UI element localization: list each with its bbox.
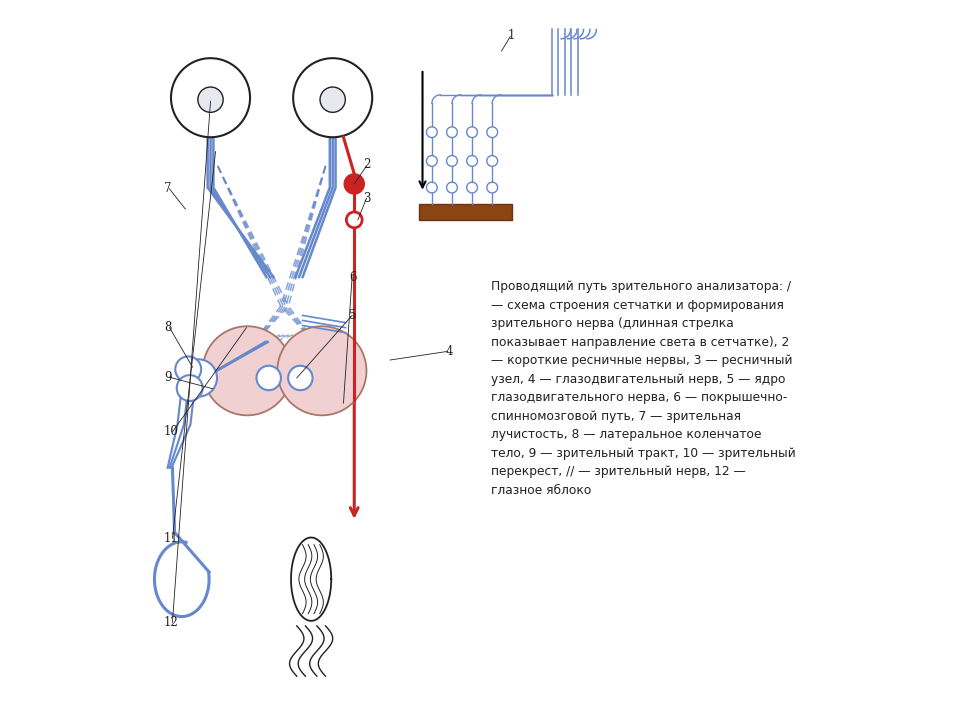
Text: 10: 10: [164, 426, 179, 438]
Circle shape: [277, 326, 367, 415]
Text: 11: 11: [164, 531, 179, 545]
Circle shape: [171, 58, 250, 138]
Circle shape: [467, 127, 477, 138]
Circle shape: [177, 375, 203, 401]
Text: 7: 7: [164, 182, 171, 195]
Circle shape: [467, 182, 477, 193]
Circle shape: [446, 156, 457, 166]
Circle shape: [446, 182, 457, 193]
Circle shape: [198, 87, 223, 112]
Circle shape: [203, 326, 292, 415]
Circle shape: [426, 127, 437, 138]
Circle shape: [487, 182, 497, 193]
Circle shape: [467, 156, 477, 166]
Circle shape: [347, 212, 362, 228]
Text: 12: 12: [164, 616, 179, 629]
Circle shape: [320, 87, 346, 112]
FancyBboxPatch shape: [419, 204, 513, 220]
Circle shape: [256, 366, 281, 390]
Circle shape: [426, 156, 437, 166]
Text: 8: 8: [164, 321, 171, 334]
Circle shape: [180, 359, 217, 397]
Circle shape: [487, 127, 497, 138]
Circle shape: [426, 182, 437, 193]
Circle shape: [446, 127, 457, 138]
Text: 2: 2: [364, 158, 371, 171]
Text: 1: 1: [507, 29, 515, 42]
Circle shape: [176, 356, 202, 382]
Text: 3: 3: [364, 192, 372, 204]
Circle shape: [293, 58, 372, 138]
Circle shape: [487, 156, 497, 166]
Circle shape: [288, 366, 313, 390]
Text: 4: 4: [445, 345, 453, 358]
Text: 5: 5: [349, 309, 357, 322]
Text: 6: 6: [349, 271, 357, 284]
Text: Проводящий путь зрительного анализатора: /
— схема строения сетчатки и формирова: Проводящий путь зрительного анализатора:…: [491, 281, 796, 497]
Circle shape: [345, 174, 364, 194]
Text: 9: 9: [164, 371, 171, 384]
